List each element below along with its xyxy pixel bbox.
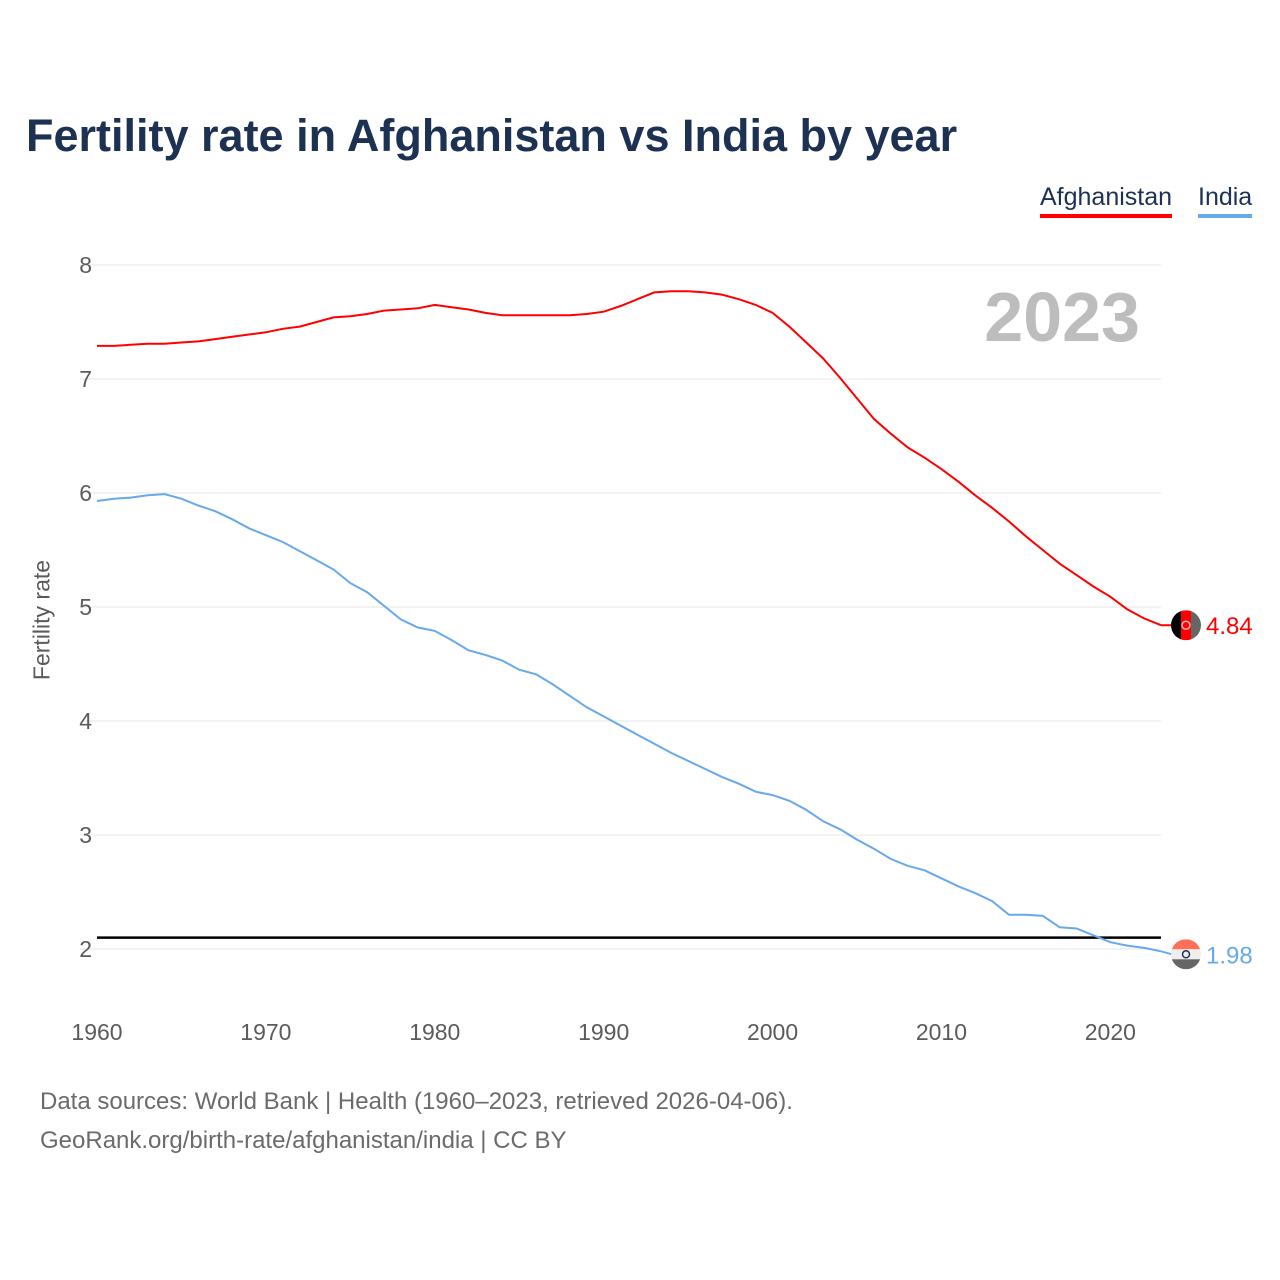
- end-value-label-afghanistan: 4.84: [1206, 613, 1253, 640]
- x-tick-label: 1980: [409, 1019, 460, 1045]
- afghanistan-flag-icon: [1171, 610, 1201, 641]
- y-tick-label: 4: [79, 708, 92, 734]
- x-tick-label: 1990: [578, 1019, 629, 1045]
- year-watermark: 2023: [984, 278, 1140, 356]
- y-tick-label: 2: [79, 936, 92, 962]
- x-tick-label: 1960: [71, 1019, 122, 1045]
- india-flag-icon: [1171, 939, 1201, 970]
- y-tick-label: 7: [79, 366, 92, 392]
- x-tick-label: 2020: [1085, 1019, 1136, 1045]
- chart-title: Fertility rate in Afghanistan vs India b…: [26, 110, 958, 161]
- x-tick-label: 1970: [240, 1019, 291, 1045]
- y-tick-label: 3: [79, 822, 92, 848]
- y-tick-label: 8: [79, 252, 92, 278]
- legend-afghanistan[interactable]: Afghanistan: [1040, 183, 1173, 218]
- series-line-afghanistan: [97, 290, 1162, 627]
- x-tick-label: 2010: [916, 1019, 967, 1045]
- end-connector: [1160, 950, 1173, 956]
- footer-source: Data sources: World Bank | Health (1960–…: [40, 1088, 793, 1115]
- series-line-india: [96, 493, 1162, 953]
- y-tick-label: 6: [79, 480, 92, 506]
- y-tick-label: 5: [79, 594, 92, 620]
- end-value-label-india: 1.98: [1206, 942, 1253, 969]
- footer-url[interactable]: GeoRank.org/birth-rate/afghanistan/india…: [40, 1127, 567, 1154]
- x-tick-label: 2000: [747, 1019, 798, 1045]
- legend-india[interactable]: India: [1198, 183, 1253, 218]
